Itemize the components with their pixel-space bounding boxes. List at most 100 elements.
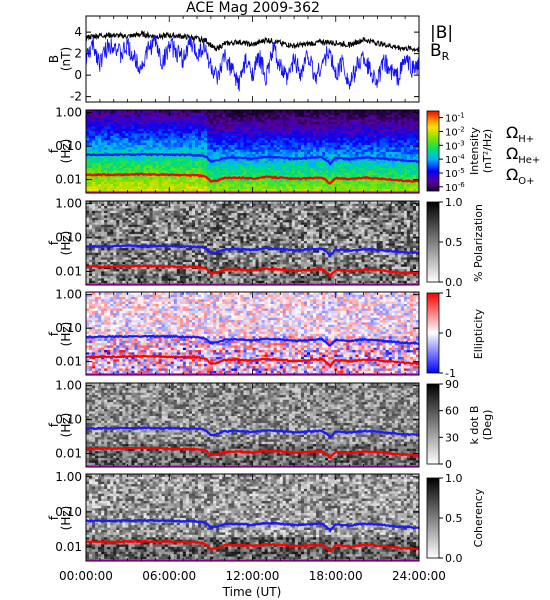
spectrogram-cell [316, 123, 320, 127]
spectrogram-cell [198, 126, 202, 129]
spectrogram-cell [128, 176, 132, 180]
spectrogram-cell [240, 149, 244, 152]
spectrogram-cell [137, 163, 141, 166]
spectrogram-cell [137, 139, 141, 143]
spectrogram-cell [170, 273, 175, 277]
spectrogram-cell [258, 139, 262, 143]
spectrogram-cell [313, 167, 317, 171]
spectrogram-cell [204, 165, 208, 169]
spectrogram-cell [310, 165, 314, 169]
spectrogram-cell [86, 174, 90, 178]
spectrogram-cell [225, 275, 229, 279]
spectrogram-cell [306, 121, 311, 125]
spectrogram-cell [303, 264, 308, 267]
spectrogram-cell [219, 181, 223, 185]
spectrogram-cell [222, 142, 226, 145]
spectrogram-cell [322, 137, 326, 141]
colorbar-intensity-unit: (nT²/Hz) [481, 129, 494, 173]
spectrogram-cell [382, 278, 387, 281]
spectrogram-cell [273, 172, 278, 175]
spectrogram-cell [355, 146, 359, 150]
spectrogram-cell [282, 266, 287, 270]
spectrogram-cell [89, 146, 93, 150]
spectrogram-cell [234, 172, 238, 175]
spectrogram-cell [167, 116, 172, 120]
spectrogram-cell [343, 169, 347, 173]
spectrogram-cell [113, 188, 117, 192]
spectrogram-cell [328, 266, 332, 270]
spectrogram-cell [207, 112, 211, 116]
spectrogram-cell [107, 167, 111, 171]
spectrogram-cell [219, 128, 223, 132]
spectrogram-cell [179, 179, 184, 182]
spectrogram-cell [122, 176, 126, 180]
spectrogram-cell [264, 112, 269, 116]
spectrogram-cell [240, 275, 244, 279]
spectrogram-cell [155, 126, 160, 129]
spectrogram-cell [340, 158, 344, 162]
spectrogram-cell [415, 181, 420, 185]
spectrogram-cell [228, 139, 232, 143]
spectrogram-cell [225, 280, 229, 284]
spectrogram-cell [385, 156, 390, 159]
spectrogram-cell [210, 158, 214, 162]
spectrogram-cell [98, 179, 102, 182]
spectrogram-cell [394, 273, 399, 277]
spectrogram-cell [346, 165, 350, 169]
spectrogram-cell [297, 139, 302, 143]
spectrogram-cell [279, 280, 284, 284]
spectrogram-cell [261, 144, 266, 148]
spectrogram-cell [291, 163, 296, 166]
spectrogram-cell [279, 130, 284, 134]
spectrogram-cell [125, 137, 129, 141]
spectrogram-cell [173, 169, 178, 173]
spectrogram-cell [409, 160, 414, 164]
spectrogram-cell [370, 167, 374, 171]
spectrogram-cell [325, 112, 329, 116]
spectrogram-cell [125, 275, 129, 279]
spectrogram-cell [185, 163, 190, 166]
spectrogram-cell [222, 128, 226, 132]
spectrogram-cell [104, 268, 108, 272]
spectrogram-cell [313, 153, 317, 157]
spectrogram-cell [325, 273, 329, 277]
spectrogram-cell [322, 121, 326, 125]
spectrogram-cell [107, 268, 111, 272]
spectrogram-cell [349, 163, 353, 166]
spectrogram-cell [89, 137, 93, 141]
spectrogram-cell [188, 151, 193, 155]
spectrogram-cell [415, 119, 420, 122]
spectrogram-cell [409, 183, 414, 187]
spectrogram-cell [412, 135, 417, 139]
spectrogram-cell [367, 121, 371, 125]
spectrogram-cell [131, 128, 135, 132]
spectrogram-cell [155, 123, 160, 127]
spectrogram-cell [294, 181, 299, 185]
spectrogram-cell [355, 271, 359, 274]
spectrogram-cell [134, 280, 138, 284]
spectrogram-cell [131, 273, 135, 277]
spectrogram-cell [228, 264, 232, 267]
spectrogram-cell [367, 137, 371, 141]
spectrogram-cell [300, 266, 305, 270]
spectrogram-cell [358, 280, 362, 284]
spectrogram-cell [303, 181, 308, 185]
spectrogram-cell [297, 151, 302, 155]
spectrogram-cell [412, 133, 417, 136]
spectrogram-cell [152, 176, 157, 180]
spectrogram-cell [316, 126, 320, 129]
spectrogram-cell [143, 278, 147, 281]
spectrogram-cell [388, 174, 393, 178]
spectrogram-cell [367, 160, 371, 164]
spectrogram-cell [167, 142, 172, 145]
spectrogram-cell [170, 186, 175, 189]
spectrogram-cell [379, 266, 384, 270]
spectrogram-cell [249, 278, 253, 281]
spectrogram-cell [361, 271, 365, 274]
spectrogram-cell [198, 188, 202, 192]
spectrogram-cell [167, 183, 172, 187]
spectrogram-cell [285, 160, 290, 164]
spectrogram-cell [89, 188, 93, 192]
spectrogram-cell [303, 179, 308, 182]
spectrogram-cell [349, 126, 353, 129]
